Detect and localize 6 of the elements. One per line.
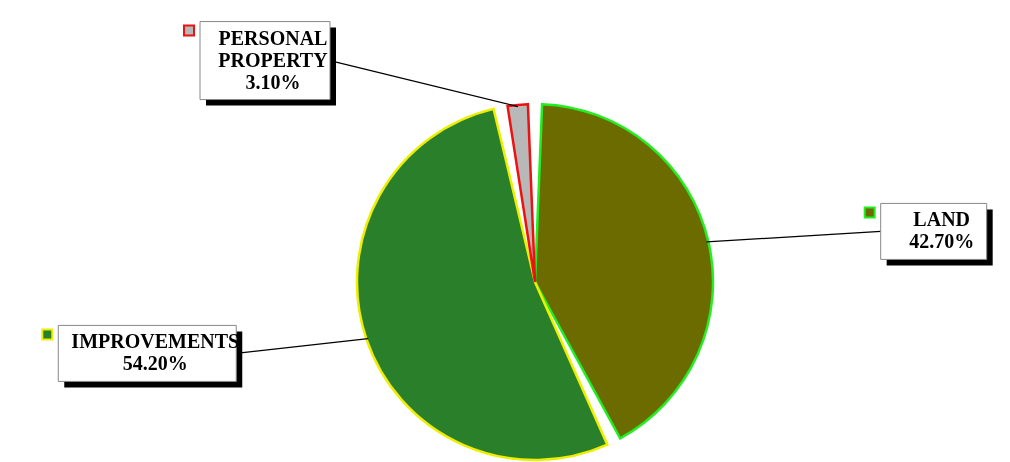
legend-label: IMPROVEMENTS [71, 330, 240, 353]
legend-label: LAND [913, 208, 971, 231]
legend-label: PERSONAL PROPERTY [218, 26, 329, 71]
data-label: 42.70% [909, 230, 975, 253]
data-label: 54.20% [122, 352, 188, 375]
data-label: 3.10% [245, 70, 301, 93]
